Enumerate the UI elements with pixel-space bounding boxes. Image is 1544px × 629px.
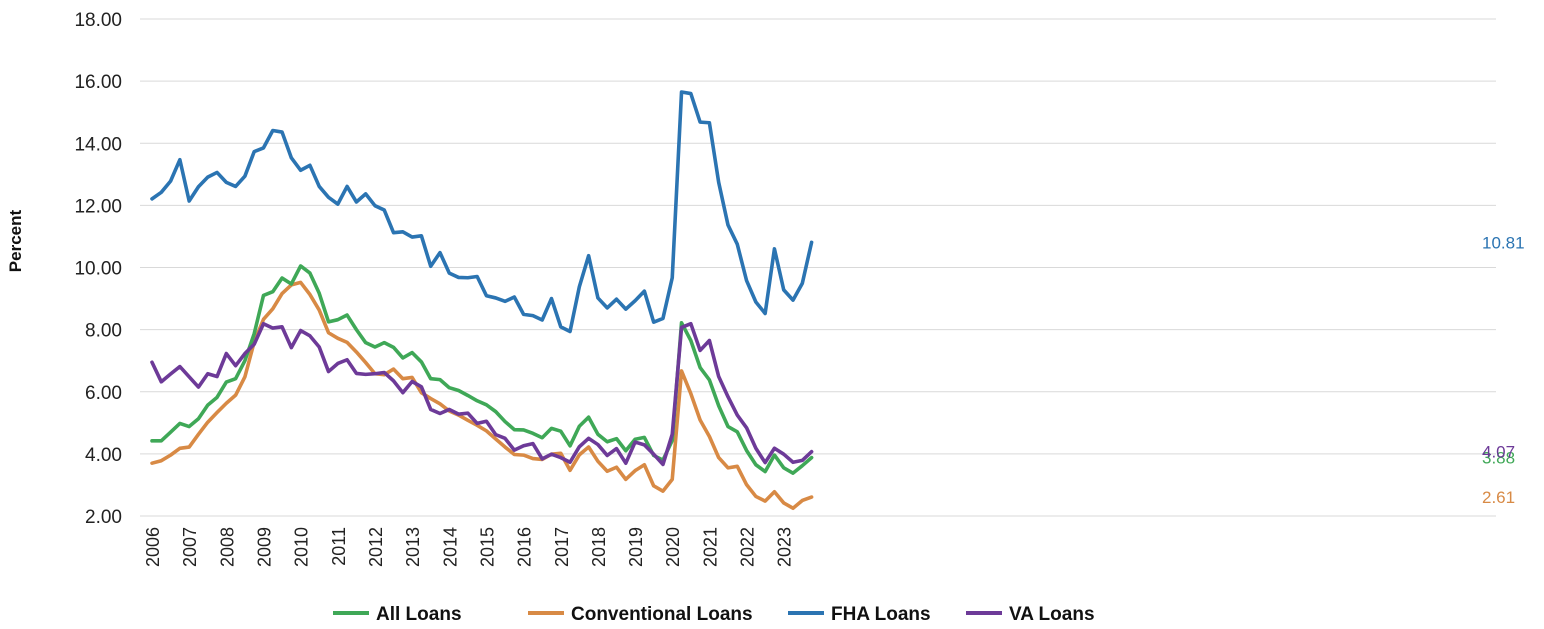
y-tick-label: 8.00 (85, 321, 122, 342)
x-tick-label: 2006 (143, 527, 163, 567)
series-line-fha-loans (150, 90, 814, 334)
y-tick-label: 18.00 (74, 10, 122, 31)
gridlines (140, 18, 1496, 517)
y-tick-label: 4.00 (85, 445, 122, 466)
x-tick-label: 2010 (292, 527, 312, 567)
series-line-conventional-loans (150, 280, 814, 511)
legend-label: All Loans (376, 604, 462, 625)
x-tick-label: 2012 (366, 527, 386, 567)
legend: All Loans Conventional Loans FHA Loans VA L… (333, 604, 1095, 625)
x-tick-label: 2015 (477, 527, 497, 567)
x-tick-label: 2020 (663, 527, 683, 567)
x-tick-label: 2021 (700, 527, 720, 567)
series-line-all-loans (150, 264, 814, 475)
end-label-va-loans: 4.07 (1482, 443, 1515, 462)
x-axis-ticks: 2006 2007 2008 2009 2010 2011 2012 2013 2014 2015… (143, 527, 795, 567)
end-labels: 3.88 2.61 10.81 4.07 (1482, 233, 1525, 507)
x-tick-label: 2013 (403, 527, 423, 567)
y-tick-label: 12.00 (74, 196, 122, 217)
y-tick-label: 14.00 (74, 134, 122, 155)
x-tick-label: 2022 (738, 527, 758, 567)
x-tick-label: 2009 (254, 527, 274, 567)
legend-label: FHA Loans (831, 604, 931, 625)
series-line-va-loans (150, 321, 814, 467)
x-tick-label: 2018 (589, 527, 609, 567)
x-tick-label: 2008 (217, 527, 237, 567)
y-tick-label: 6.00 (85, 383, 122, 404)
x-tick-label: 2014 (440, 527, 460, 567)
x-tick-label: 2017 (552, 527, 572, 567)
x-tick-label: 2011 (329, 527, 349, 566)
end-label-fha-loans: 10.81 (1482, 233, 1525, 252)
x-tick-label: 2019 (626, 527, 646, 567)
x-tick-label: 2023 (775, 527, 795, 567)
end-label-conventional-loans: 2.61 (1482, 488, 1515, 507)
y-tick-label: 16.00 (74, 72, 122, 93)
y-axis-ticks: 2.00 4.00 6.00 8.00 10.00 12.00 14.00 16.00 18.0… (74, 10, 122, 528)
legend-label: Conventional Loans (571, 604, 753, 625)
y-tick-label: 2.00 (85, 507, 122, 528)
y-axis-label: Percent (6, 209, 25, 272)
x-tick-label: 2007 (180, 527, 200, 567)
series-lines (150, 90, 814, 511)
y-tick-label: 10.00 (74, 259, 122, 280)
legend-label: VA Loans (1009, 604, 1095, 625)
end-label-all-loans: 3.88 (1482, 449, 1515, 468)
x-tick-label: 2016 (515, 527, 535, 567)
